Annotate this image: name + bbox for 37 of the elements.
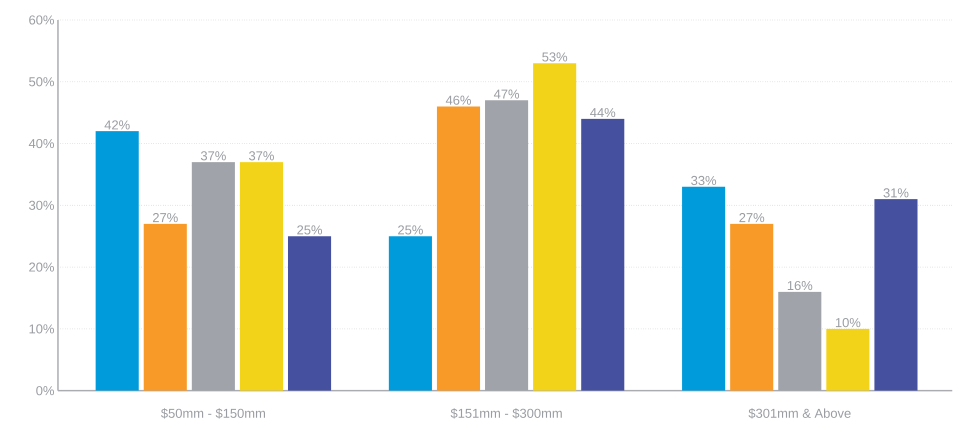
y-tick-label: 30%	[29, 200, 54, 210]
bar	[144, 224, 187, 391]
bar	[288, 236, 332, 391]
y-tick-label: 20%	[29, 262, 54, 272]
bar	[874, 199, 918, 391]
y-tick-label: 0%	[36, 386, 54, 396]
y-tick-label: 50%	[29, 77, 54, 87]
y-tick-label: 40%	[28, 139, 54, 148]
x-tick-label: $50mm - $150mm	[161, 408, 265, 419]
bar	[682, 186, 726, 391]
data-label: 37%	[200, 151, 226, 161]
bar	[96, 131, 139, 391]
data-label: 16%	[788, 281, 812, 290]
data-label: 47%	[494, 90, 520, 99]
x-tick-label: $151mm - $300mm	[450, 408, 562, 419]
bar	[581, 119, 624, 391]
data-label: 53%	[542, 52, 568, 62]
bar	[388, 236, 432, 391]
bar	[730, 224, 774, 391]
data-label: 44%	[590, 108, 616, 118]
y-tick-label: 60%	[29, 16, 54, 25]
data-label: 25%	[297, 226, 322, 235]
data-label: 27%	[152, 213, 178, 222]
data-label: 37%	[249, 151, 274, 161]
x-tick-label: $301mm & Above	[748, 408, 851, 419]
y-tick-label: 10%	[30, 324, 54, 334]
data-label: 27%	[739, 213, 764, 222]
bar	[240, 162, 283, 391]
data-label: 33%	[691, 176, 716, 186]
bar	[436, 106, 480, 391]
bar	[533, 63, 576, 391]
bar	[826, 329, 870, 391]
data-label: 31%	[884, 188, 908, 198]
data-label: 25%	[398, 226, 423, 235]
data-label: 10%	[836, 318, 860, 328]
data-label: 42%	[104, 120, 130, 130]
data-label: 46%	[446, 96, 471, 105]
